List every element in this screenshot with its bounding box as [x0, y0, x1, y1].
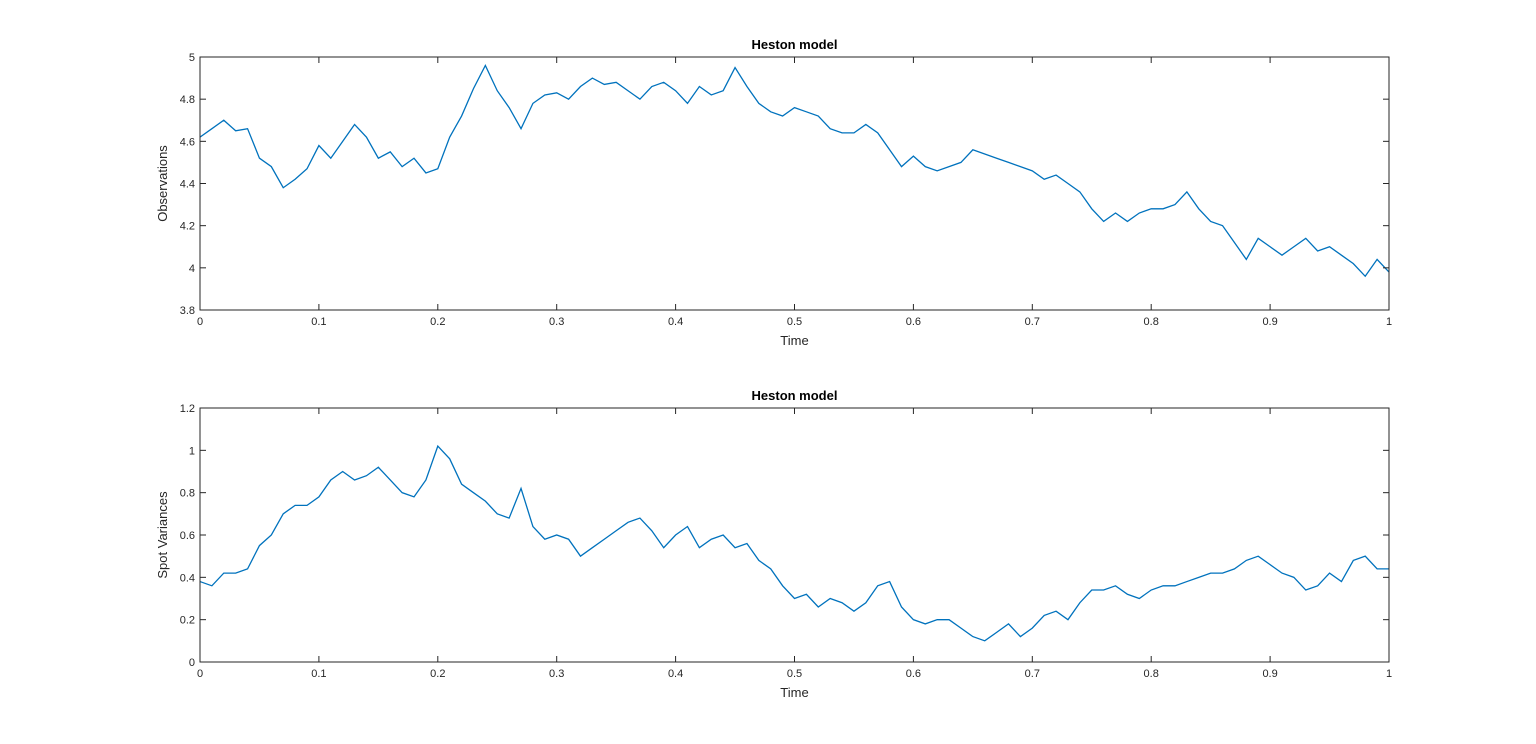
x-tick-label: 0.7	[1025, 316, 1040, 328]
x-tick-label: 0.6	[906, 668, 921, 680]
x-tick-label: 0.2	[430, 316, 445, 328]
x-tick-label: 0	[197, 316, 203, 328]
y-tick-label: 5	[189, 52, 195, 64]
x-tick-label: 0.8	[1144, 668, 1159, 680]
y-tick-label: 4.8	[180, 94, 195, 106]
y-tick-label: 4.4	[180, 179, 195, 191]
y-tick-label: 0.6	[180, 530, 195, 542]
y-tick-label: 3.8	[180, 305, 195, 317]
y-tick-label: 1	[189, 445, 195, 457]
y-axis-label: Spot Variances	[155, 491, 170, 579]
x-tick-label: 0	[197, 668, 203, 680]
x-tick-label: 0.3	[549, 668, 564, 680]
x-tick-label: 0.3	[549, 316, 564, 328]
x-tick-label: 1	[1386, 668, 1392, 680]
y-tick-label: 0	[189, 657, 195, 669]
y-tick-label: 0.4	[180, 572, 195, 584]
x-axis-label: Time	[780, 333, 808, 348]
data-line	[199, 63, 1390, 278]
x-tick-label: 0.5	[787, 668, 802, 680]
x-tick-label: 0.4	[668, 316, 683, 328]
x-tick-label: 0.9	[1262, 316, 1277, 328]
x-tick-label: 0.7	[1025, 668, 1040, 680]
y-tick-label: 1.2	[180, 403, 195, 415]
x-tick-label: 0.8	[1144, 316, 1159, 328]
plot-area	[200, 57, 1389, 310]
x-tick-label: 0.5	[787, 316, 802, 328]
y-axis-label: Observations	[155, 145, 170, 222]
x-tick-label: 0.4	[668, 668, 683, 680]
chart-title: Heston model	[752, 388, 838, 403]
x-tick-label: 0.1	[311, 668, 326, 680]
x-tick-label: 0.9	[1262, 668, 1277, 680]
y-tick-label: 4	[189, 263, 195, 275]
y-tick-label: 0.2	[180, 615, 195, 627]
data-line	[199, 444, 1389, 642]
y-tick-label: 0.8	[180, 488, 195, 500]
plot-area	[200, 408, 1389, 662]
chart-title: Heston model	[752, 37, 838, 52]
x-tick-label: 0.1	[311, 316, 326, 328]
x-tick-label: 1	[1386, 316, 1392, 328]
y-tick-label: 4.6	[180, 136, 195, 148]
y-tick-label: 4.2	[180, 221, 195, 233]
x-tick-label: 0.2	[430, 668, 445, 680]
x-axis-label: Time	[780, 685, 808, 700]
x-tick-label: 0.6	[906, 316, 921, 328]
